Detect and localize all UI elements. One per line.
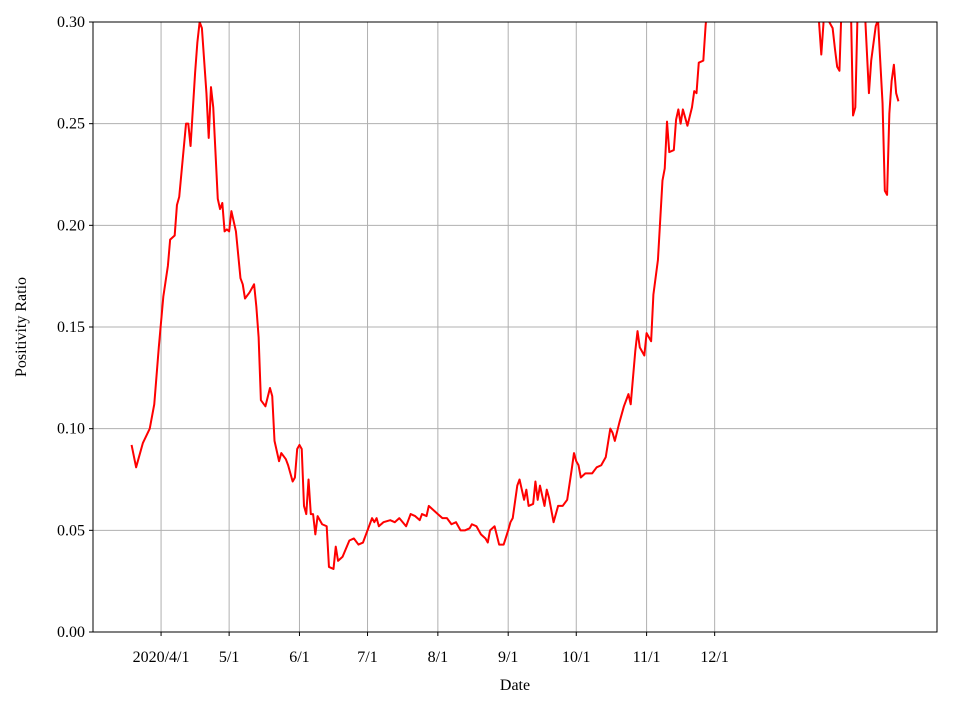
y-tick-label: 0.05 — [57, 522, 85, 539]
plot-frame — [92, 21, 938, 633]
y-tick-label: 0.10 — [57, 421, 85, 438]
y-tick-label: 0.30 — [57, 14, 85, 31]
x-tick-label: 11/1 — [633, 649, 661, 666]
y-axis-label: Positivity Ratio — [13, 277, 30, 377]
x-tick-label: 2020/4/1 — [133, 649, 190, 666]
data-line — [130, 22, 900, 570]
x-tick-label: 8/1 — [428, 649, 448, 666]
x-tick-label: 12/1 — [700, 649, 728, 666]
y-tick-label: 0.25 — [57, 116, 85, 133]
x-tick-label: 6/1 — [289, 649, 309, 666]
y-tick-label: 0.20 — [57, 217, 85, 234]
x-tick-label: 5/1 — [219, 649, 239, 666]
x-axis-label: Date — [500, 677, 530, 694]
x-tick-label: 9/1 — [498, 649, 518, 666]
y-tick-label: 0.15 — [57, 319, 85, 336]
x-tick-label: 10/1 — [562, 649, 590, 666]
y-tick-label: 0.00 — [57, 624, 85, 641]
x-tick-label: 7/1 — [357, 649, 377, 666]
